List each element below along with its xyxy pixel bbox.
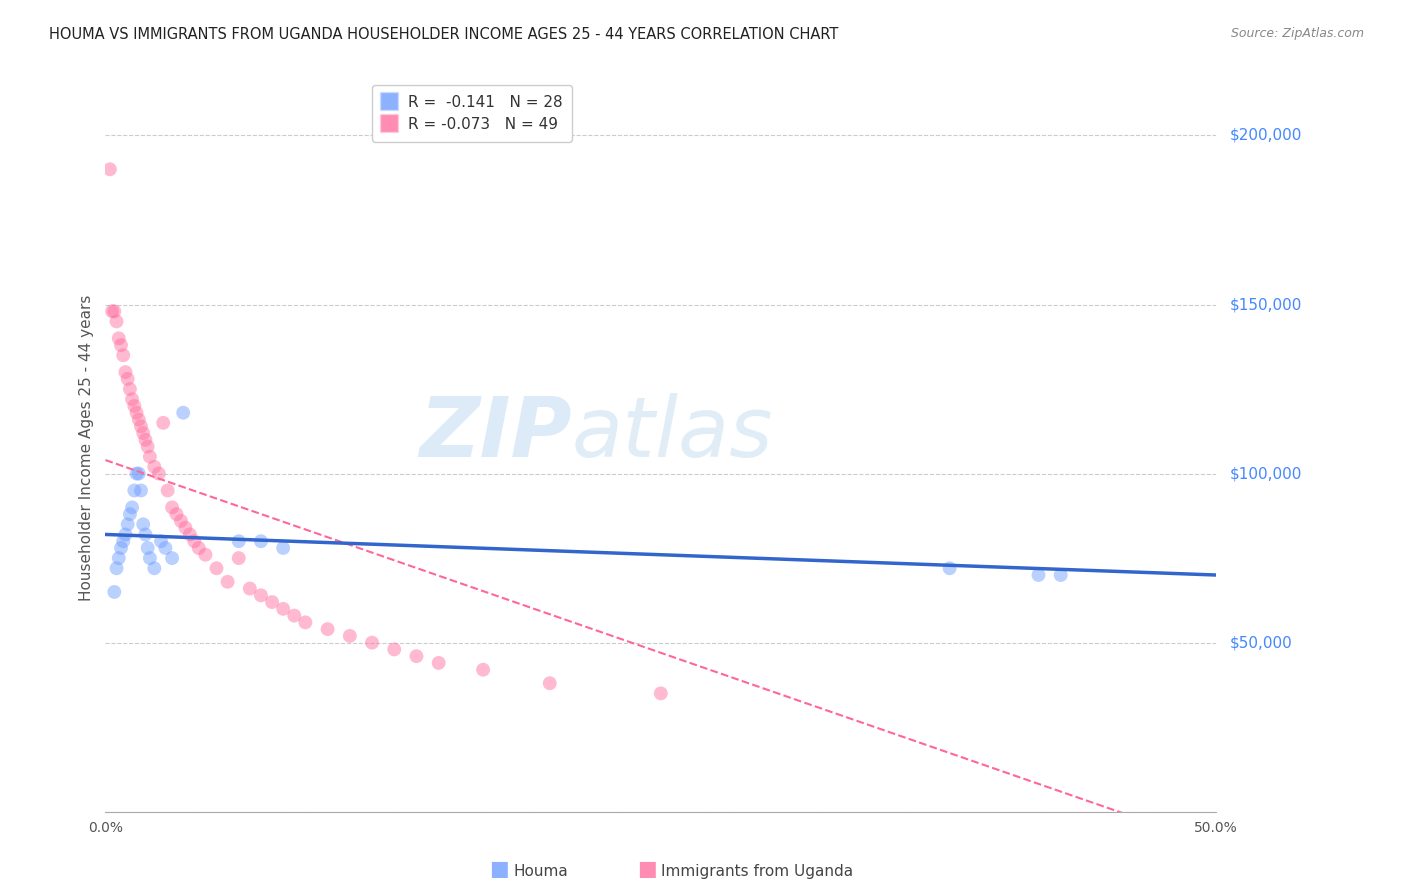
Point [316,622,339,636]
Point [101,304,124,318]
Text: HOUMA VS IMMIGRANTS FROM UGANDA HOUSEHOLDER INCOME AGES 25 - 44 YEARS CORRELATIO: HOUMA VS IMMIGRANTS FROM UGANDA HOUSEHOL… [49,27,838,42]
Point [405,649,427,664]
Text: Source: ZipAtlas.com: Source: ZipAtlas.com [1230,27,1364,40]
Point [361,635,384,649]
Point [143,561,166,575]
Text: $150,000: $150,000 [1230,297,1302,312]
Point [472,663,495,677]
Point [128,412,150,426]
Point [271,602,294,616]
Point [150,534,173,549]
Point [136,440,159,454]
Point [143,459,166,474]
Point [117,372,139,386]
Text: ZIP: ZIP [419,393,572,475]
Point [132,517,155,532]
Point [262,595,284,609]
Text: Immigrants from Uganda: Immigrants from Uganda [661,863,853,879]
Point [271,541,294,555]
Point [183,534,205,549]
Point [132,425,155,440]
Point [538,676,561,690]
Text: $50,000: $50,000 [1230,635,1294,650]
Point [239,582,262,596]
Point [107,331,129,345]
Text: atlas: atlas [572,393,773,475]
Text: $200,000: $200,000 [1230,128,1302,143]
Point [136,541,159,555]
Point [187,541,209,555]
Point [129,483,152,498]
Point [129,419,152,434]
Point [160,551,183,566]
Point [205,561,228,575]
Point [105,314,128,328]
Point [294,615,316,630]
Point [118,382,141,396]
Point [121,392,143,407]
Point [125,467,148,481]
Point [98,162,121,177]
Point [110,338,132,352]
Point [172,406,194,420]
Point [170,514,193,528]
Point [134,433,156,447]
Point [650,686,672,700]
Point [110,541,132,555]
Point [228,534,250,549]
Y-axis label: Householder Income Ages 25 - 44 years: Householder Income Ages 25 - 44 years [79,295,94,601]
Point [128,467,150,481]
Text: ■: ■ [637,859,657,879]
Point [217,574,239,589]
Point [152,416,174,430]
Legend: R =  -0.141   N = 28, R = -0.073   N = 49: R = -0.141 N = 28, R = -0.073 N = 49 [371,85,572,142]
Point [118,507,141,521]
Point [250,534,273,549]
Point [166,507,188,521]
Point [139,450,162,464]
Point [339,629,361,643]
Point [103,585,125,599]
Point [156,483,179,498]
Point [179,527,201,541]
Point [148,467,170,481]
Point [105,561,128,575]
Point [114,365,136,379]
Text: Houma: Houma [513,863,568,879]
Point [194,548,217,562]
Point [107,551,129,566]
Point [112,534,135,549]
Point [155,541,177,555]
Point [1028,568,1050,582]
Point [112,348,135,362]
Point [117,517,139,532]
Point [114,527,136,541]
Point [938,561,960,575]
Point [139,551,162,566]
Point [125,406,148,420]
Point [1049,568,1071,582]
Point [250,588,273,602]
Point [228,551,250,566]
Text: $100,000: $100,000 [1230,467,1302,481]
Point [124,483,146,498]
Point [124,399,146,413]
Point [134,527,156,541]
Text: ■: ■ [489,859,509,879]
Point [160,500,183,515]
Point [174,521,197,535]
Point [103,304,125,318]
Point [427,656,450,670]
Point [283,608,305,623]
Point [121,500,143,515]
Point [382,642,405,657]
